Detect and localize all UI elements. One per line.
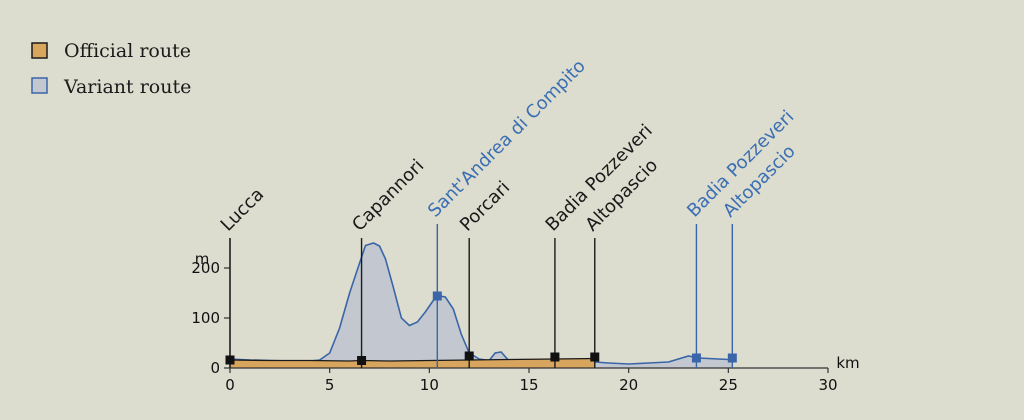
official-stop-marker [590, 352, 600, 362]
official-stop-marker [464, 351, 474, 361]
legend-swatch-variant [31, 77, 48, 94]
variant-stop-marker [691, 353, 701, 363]
official-route-line [229, 357, 595, 362]
official-stop-marker [550, 352, 560, 362]
y-tick-label: 100 [191, 309, 220, 327]
y-tick-label: 0 [210, 359, 220, 377]
legend-swatch-official [31, 42, 48, 59]
legend-label-official: Official route [64, 40, 191, 62]
place-label: Lucca [217, 184, 269, 236]
variant-route-line [229, 242, 733, 365]
place-label: Capannori [348, 155, 428, 235]
official-stop-marker [357, 356, 367, 365]
legend: Official route Variant route [31, 40, 191, 98]
x-tick-label: 10 [420, 376, 439, 394]
official-stop-marker [225, 355, 235, 365]
y-tick-label: 200 [191, 259, 220, 277]
variant-stop-marker [432, 291, 442, 301]
x-tick-label: 5 [325, 376, 335, 394]
legend-label-variant: Variant route [63, 76, 191, 98]
x-tick-label: 30 [818, 376, 837, 394]
variant-route-area [230, 243, 733, 368]
x-tick-label: 20 [619, 376, 638, 394]
variant-stop-marker [727, 353, 737, 363]
x-unit-label: km [836, 354, 859, 372]
y-unit-label: m [195, 250, 210, 268]
x-tick-label: 0 [225, 376, 235, 394]
x-tick-label: 15 [519, 376, 538, 394]
x-tick-label: 25 [719, 376, 738, 394]
